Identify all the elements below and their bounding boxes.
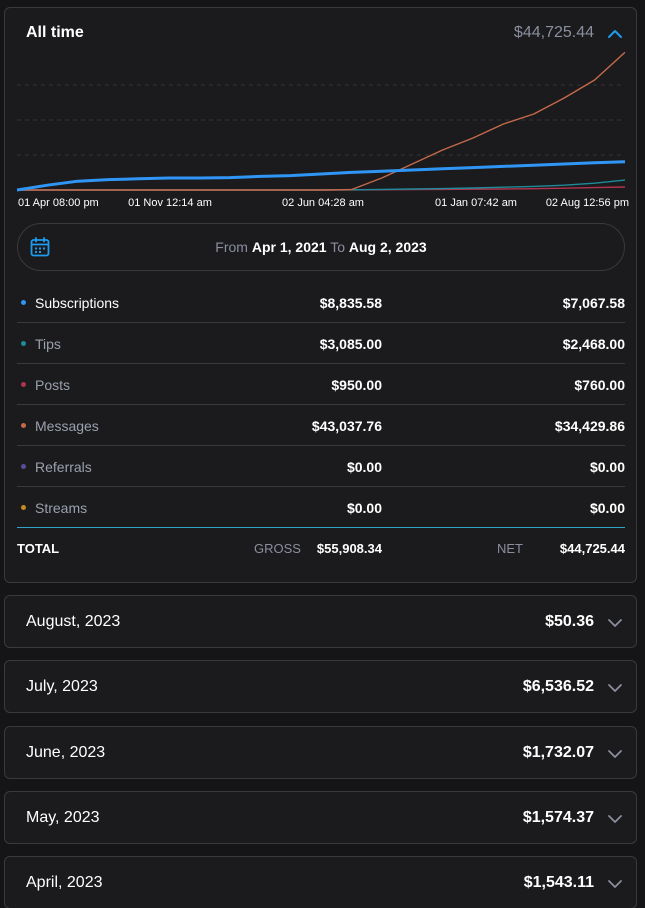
month-label: May, 2023	[26, 809, 100, 826]
series-line-0	[17, 160, 625, 192]
breakdown-row-messages: Messages $43,037.76 $34,429.86	[17, 405, 625, 446]
subscriptions-dot	[21, 300, 26, 305]
month-label: July, 2023	[26, 678, 98, 695]
row-label: Referrals	[35, 459, 92, 475]
row-gross: $43,037.76	[311, 418, 382, 434]
row-label: Messages	[35, 418, 99, 434]
breakdown-row-subscriptions: Subscriptions $8,835.58 $7,067.58	[17, 282, 625, 323]
row-net: $2,468.00	[562, 336, 625, 352]
chevron-up-icon[interactable]	[606, 25, 624, 43]
streams-dot	[21, 505, 26, 510]
x-tick-label: 01 Jan 07:42 am	[435, 197, 517, 209]
x-tick-label: 02 Jun 04:28 am	[282, 197, 364, 209]
calendar-icon[interactable]	[29, 236, 51, 258]
x-tick-label: 02 Aug 12:56 pm	[545, 197, 629, 209]
month-card-august-2023[interactable]: August, 2023 $50.36	[4, 595, 637, 648]
total-net: $44,725.44	[559, 541, 625, 556]
month-card-may-2023[interactable]: May, 2023 $1,574.37	[4, 791, 637, 844]
month-label: June, 2023	[26, 744, 106, 761]
row-net: $7,067.58	[562, 295, 625, 311]
row-net: $0.00	[589, 500, 625, 516]
month-label: August, 2023	[26, 613, 121, 630]
breakdown-row-posts: Posts $950.00 $760.00	[17, 364, 625, 405]
chevron-down-icon[interactable]	[606, 679, 624, 697]
breakdown-row-tips: Tips $3,085.00 $2,468.00	[17, 323, 625, 364]
row-label: Streams	[35, 500, 88, 516]
breakdown-row-streams: Streams $0.00 $0.00	[17, 487, 625, 528]
row-net: $760.00	[574, 377, 625, 393]
month-card-july-2023[interactable]: July, 2023 $6,536.52	[4, 660, 637, 713]
month-amount: $6,536.52	[522, 678, 594, 695]
breakdown-row-referrals: Referrals $0.00 $0.00	[17, 446, 625, 487]
row-gross: $0.00	[346, 500, 382, 516]
series-line-1	[17, 51, 625, 191]
row-gross: $8,835.58	[319, 295, 382, 311]
referrals-dot	[21, 464, 26, 469]
to-label: To	[330, 239, 345, 255]
row-label: Tips	[35, 336, 61, 352]
tips-dot	[21, 341, 26, 346]
from-date[interactable]: Apr 1, 2021	[251, 239, 327, 255]
messages-dot	[21, 423, 26, 428]
month-label: April, 2023	[26, 874, 103, 891]
net-caption: NET	[497, 541, 523, 556]
earnings-chart	[17, 51, 625, 192]
row-gross: $0.00	[346, 459, 382, 475]
x-tick-label: 01 Apr 08:00 pm	[18, 197, 99, 209]
month-card-june-2023[interactable]: June, 2023 $1,732.07	[4, 726, 637, 779]
row-label: Posts	[35, 377, 71, 393]
row-net: $0.00	[589, 459, 625, 475]
chevron-down-icon[interactable]	[606, 745, 624, 763]
chevron-down-icon[interactable]	[606, 810, 624, 828]
posts-dot	[21, 382, 26, 387]
month-amount: $1,574.37	[522, 809, 594, 826]
month-card-april-2023[interactable]: April, 2023 $1,543.11	[4, 856, 637, 908]
summary-title: All time	[26, 24, 84, 41]
row-gross: $950.00	[331, 377, 382, 393]
row-label: Subscriptions	[35, 295, 120, 311]
month-amount: $1,732.07	[522, 744, 594, 761]
x-axis-ticks: 01 Apr 08:00 pm 01 Nov 12:14 am 02 Jun 04:…	[17, 197, 629, 211]
gross-caption: GROSS	[254, 541, 301, 556]
from-label: From	[215, 239, 248, 255]
month-amount: $50.36	[545, 613, 594, 630]
to-date[interactable]: Aug 2, 2023	[348, 239, 427, 255]
summary-total: $44,725.44	[513, 24, 594, 41]
chevron-down-icon[interactable]	[606, 614, 624, 632]
row-net: $34,429.86	[554, 418, 625, 434]
total-gross: $55,908.34	[316, 541, 382, 556]
date-range-selector[interactable]: From Apr 1, 2021 To Aug 2, 2023	[17, 223, 625, 271]
x-tick-label: 01 Nov 12:14 am	[128, 197, 212, 209]
date-range-text: From Apr 1, 2021 To Aug 2, 2023	[18, 239, 624, 255]
total-row: TOTAL GROSS $55,908.34 NET $44,725.44	[17, 528, 625, 568]
month-amount: $1,543.11	[523, 874, 594, 891]
earnings-breakdown-table: Subscriptions $8,835.58 $7,067.58 Tips $…	[17, 282, 625, 568]
all-time-card: All time $44,725.44 01 Apr 08:00 pm 01 No…	[4, 7, 637, 583]
chevron-down-icon[interactable]	[606, 875, 624, 893]
total-label: TOTAL	[17, 541, 60, 556]
row-gross: $3,085.00	[319, 336, 382, 352]
